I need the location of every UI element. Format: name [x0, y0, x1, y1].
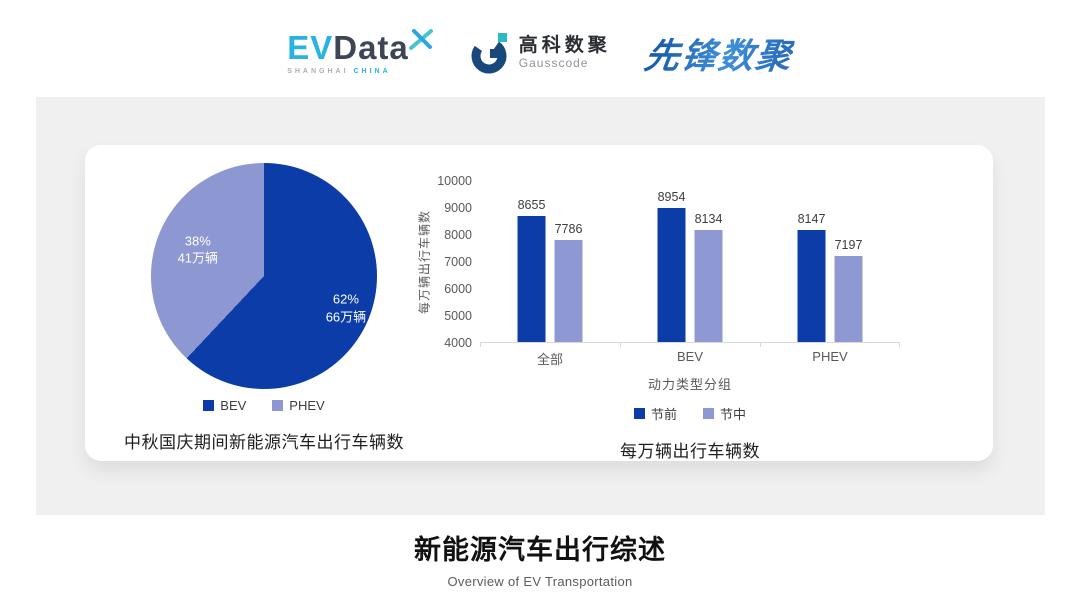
header-logos: EVData SHANGHAI CHINA 高科数聚 Gausscode 先锋数… [0, 20, 1080, 86]
y-axis-ticks: 4000 5000 6000 7000 8000 9000 10000 [433, 174, 480, 350]
x-axis-tick [620, 342, 621, 347]
x-axis-tick [899, 342, 900, 347]
y-tick-label: 8000 [444, 228, 472, 242]
legend-item: BEV [203, 398, 246, 413]
bar-pair: 8147 7197 [797, 212, 863, 342]
y-tick-label: 6000 [444, 282, 472, 296]
content-panel: 62% 66万辆 38% 41万辆 BEV PHEV 中秋国庆期间新能源汽车出行车辆数 … [36, 97, 1045, 515]
bar-value-label: 8134 [694, 212, 723, 227]
bar-节中 [834, 255, 863, 342]
chart-card: 62% 66万辆 38% 41万辆 BEV PHEV 中秋国庆期间新能源汽车出行车辆数 … [85, 145, 993, 461]
x-axis-tick [480, 342, 481, 347]
y-tick-label: 5000 [444, 309, 472, 323]
pioneer-logo: 先锋数聚 [642, 28, 795, 79]
bar-pair: 8954 8134 [657, 190, 723, 342]
bar-value-label: 7197 [834, 237, 863, 252]
x-axis-tick [760, 342, 761, 347]
bar-wrap: 8147 [797, 212, 826, 342]
footer-subtitle: Overview of EV Transportation [447, 574, 633, 589]
bar-legend: 节前 节中 [480, 404, 900, 423]
evdata-wordmark-data: Data [333, 29, 409, 66]
bar-plot-area: 8655 7786 8954 8134 8147 7197 [480, 181, 900, 347]
legend-label: PHEV [289, 398, 325, 413]
bar-section: 每万辆出行车辆数 4000 5000 6000 7000 8000 9000 10000 8… [415, 174, 960, 462]
gausscode-name-en: Gausscode [518, 55, 589, 70]
y-tick-label: 7000 [444, 255, 472, 269]
pie-legend: BEV PHEV [119, 398, 409, 413]
bar-节中 [554, 239, 583, 342]
bar-value-label: 8147 [797, 212, 826, 227]
legend-label: 节前 [650, 407, 677, 422]
legend-item: 节中 [703, 404, 746, 423]
legend-swatch [203, 400, 215, 411]
x-axis-title: 动力类型分组 [647, 377, 732, 392]
bar-wrap: 7197 [834, 238, 863, 342]
gausscode-logo: 高科数聚 Gausscode [469, 31, 611, 75]
evdata-wordmark-ev: EV [287, 29, 334, 66]
category-label: 全部 [536, 352, 563, 367]
bar-pair: 8655 7786 [517, 198, 583, 342]
evdata-star-icon [408, 29, 433, 50]
y-axis-title: 每万辆出行车辆数 [417, 209, 432, 315]
legend-label: BEV [220, 398, 247, 413]
pie-slice-value: 41万辆 [177, 250, 219, 266]
y-tick-label: 10000 [437, 174, 472, 188]
bar-value-label: 7786 [554, 221, 583, 236]
legend-item: PHEV [272, 398, 325, 413]
legend-swatch [633, 408, 645, 419]
pie-slice-percent: 62% [332, 291, 359, 307]
pie-slice-label: 62% 66万辆 [326, 291, 366, 326]
legend-swatch [703, 408, 714, 419]
pie-slice-label: 38% 41万辆 [178, 232, 218, 267]
pie-title: 中秋国庆期间新能源汽车出行车辆数 [124, 433, 404, 452]
category-label: PHEV [812, 349, 848, 364]
bar-group: 8147 7197 [760, 181, 900, 342]
pie-slice-percent: 38% [184, 233, 211, 249]
evdata-tagline-china: CHINA [353, 68, 391, 75]
legend-label: 节中 [720, 407, 747, 422]
bar-group: 8655 7786 [480, 181, 620, 342]
legend-swatch [272, 400, 284, 411]
category-label: BEV [676, 349, 703, 364]
bar-节前 [657, 208, 686, 342]
bar-value-label: 8954 [657, 190, 686, 205]
bar-title: 每万辆出行车辆数 [620, 442, 760, 461]
evdata-tagline-shanghai: SHANGHAI [287, 68, 349, 75]
pie-section: 62% 66万辆 38% 41万辆 BEV PHEV 中秋国庆期间新能源汽车出行车辆数 [119, 163, 409, 453]
pie-chart: 62% 66万辆 38% 41万辆 [151, 163, 377, 389]
legend-item: 节前 [633, 404, 677, 423]
bar-wrap: 7786 [554, 222, 583, 342]
gausscode-logo-icon [471, 33, 507, 74]
footer-title: 新能源汽车出行综述 [414, 535, 666, 565]
pioneer-wordmark: 先锋数聚 [641, 28, 796, 79]
x-axis-categories: 全部 BEV PHEV [480, 349, 900, 367]
bar-节中 [694, 230, 723, 342]
bar-group: 8954 8134 [620, 181, 760, 342]
bar-节前 [797, 230, 826, 342]
bar-wrap: 8655 [517, 198, 546, 342]
pie-slice-value: 66万辆 [325, 309, 367, 325]
y-tick-label: 4000 [444, 336, 472, 350]
bar-wrap: 8134 [694, 212, 723, 342]
bar-value-label: 8655 [517, 198, 546, 213]
evdata-logo: EVData SHANGHAI CHINA [287, 29, 435, 75]
evdata-wordmark: EVData [287, 31, 409, 64]
bar-节前 [517, 216, 546, 342]
footer: 新能源汽车出行综述 Overview of EV Transportation [0, 528, 1080, 589]
bar-wrap: 8954 [657, 190, 686, 342]
gausscode-name-cn: 高科数聚 [518, 34, 611, 56]
evdata-tagline: SHANGHAI CHINA [287, 68, 390, 75]
y-tick-label: 9000 [444, 201, 472, 215]
